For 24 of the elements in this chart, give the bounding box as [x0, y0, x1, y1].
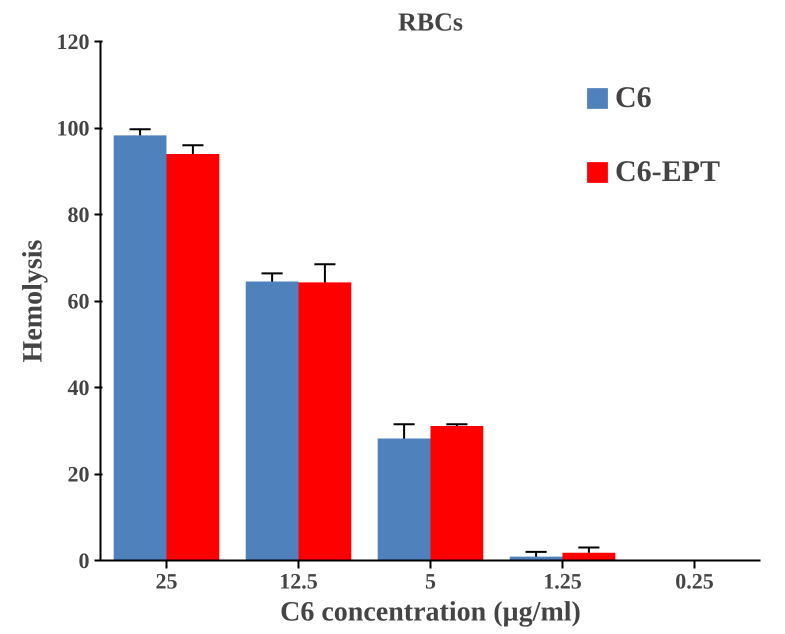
y-tick-label: 80: [68, 202, 90, 227]
x-tick-label: 5: [425, 568, 436, 594]
x-tick-label: 12.5: [279, 568, 318, 594]
bar: [298, 282, 352, 560]
bar: [166, 154, 220, 560]
bar: [246, 282, 298, 560]
x-axis-title: C6 concentration (µg/ml): [280, 596, 581, 628]
y-tick-label: 120: [56, 29, 90, 54]
chart-title: RBCs: [398, 8, 464, 36]
y-tick-label: 40: [68, 375, 90, 400]
bar: [114, 135, 166, 560]
x-tick-label: 1.25: [543, 568, 582, 594]
y-axis-title: Hemolysis: [18, 239, 48, 362]
bar: [430, 426, 484, 560]
y-tick-label: 100: [56, 116, 90, 140]
x-tick-label: 25: [156, 568, 178, 594]
bar: [562, 552, 616, 560]
y-tick-label: 0: [78, 548, 90, 573]
bar: [378, 438, 430, 560]
x-tick-label: 0.25: [675, 568, 714, 594]
legend-label: C6: [615, 81, 652, 115]
y-tick-label: 20: [68, 462, 90, 486]
legend-label: C6-EPT: [615, 155, 720, 189]
y-tick-label: 60: [68, 288, 90, 314]
